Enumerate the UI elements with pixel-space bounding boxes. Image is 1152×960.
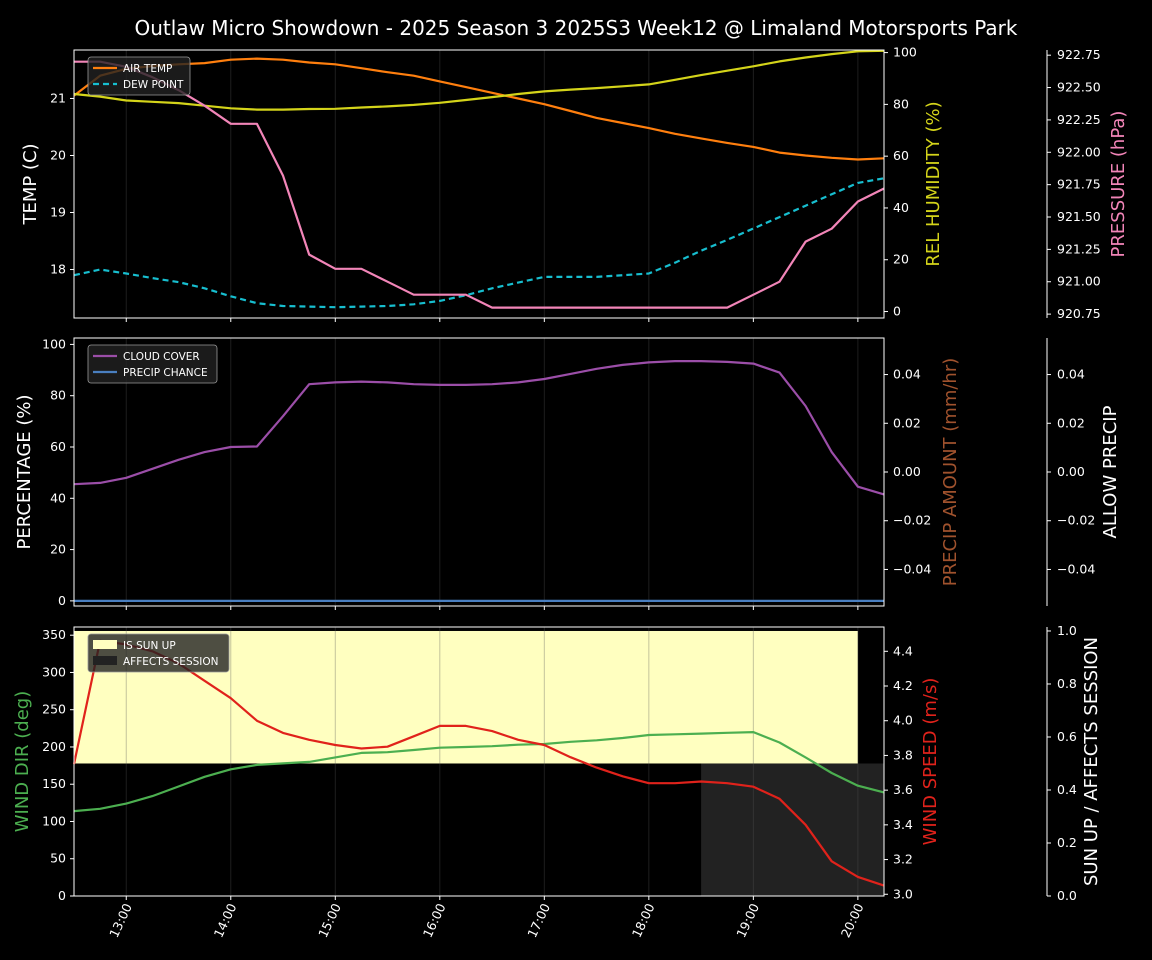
y-tick-label-right: −0.02 [893, 513, 931, 528]
y-tick-label-far-right: 921.00 [1057, 274, 1101, 289]
y-tick-label-far-right: 921.25 [1057, 241, 1101, 256]
plot-frame [73, 626, 885, 897]
y-tick-label-far-right: 0.8 [1057, 676, 1077, 691]
series-cloud [73, 360, 885, 496]
legend-box [87, 344, 218, 384]
y-tick-label-far-right: 0.6 [1057, 729, 1077, 744]
y-tick-label-left: 300 [42, 664, 66, 679]
y-tick-label-far-right: 1.0 [1057, 623, 1077, 638]
legend-label: CLOUD COVER [123, 351, 200, 363]
y-tick-label-left: 100 [42, 336, 66, 351]
legend-label: PRECIP CHANCE [123, 367, 208, 379]
y-tick-label-left: 200 [42, 739, 66, 754]
y-tick-label-far-right: 0.2 [1057, 835, 1077, 850]
panel-2: 0 20 40 60 80 100 −0.04 −0.02 0.00 0.02 0.04 −0.04 −… [14, 336, 1121, 610]
legend-box [87, 56, 191, 96]
y-tick-label-far-right: 0.04 [1057, 367, 1085, 382]
y-tick-label-right: 80 [893, 96, 909, 111]
y-tick-label-right: 3.4 [893, 817, 913, 832]
y-tick-label-far-right: 921.50 [1057, 209, 1101, 224]
legend-label: AFFECTS SESSION [123, 656, 219, 668]
y-tick-label-left: 50 [50, 851, 66, 866]
panel-3: 0 50 100 150 200 250 300 350 3.0 3.2 3.4 3.6 3.8 4.0 4… [12, 623, 1102, 940]
axis-label-far-right: SUN UP / AFFECTS SESSION [1081, 637, 1102, 886]
axis-label-left: PERCENTAGE (%) [14, 394, 35, 549]
y-tick-label-right: 0.00 [893, 464, 921, 479]
y-tick-label-left: 20 [50, 542, 66, 557]
y-tick-label-right: 40 [893, 200, 909, 215]
y-tick-label-left: 350 [42, 627, 66, 642]
chart-title: Outlaw Micro Showdown - 2025 Season 3 20… [135, 16, 1018, 40]
legend-key [93, 656, 117, 665]
legend-label: IS SUN UP [123, 640, 176, 652]
y-tick-label-right: 100 [893, 45, 917, 60]
chart-panels: 18 19 20 21 0 20 40 60 80 100 920.75 921.00 921.25 92… [12, 45, 1129, 940]
y-tick-label-left: 0 [58, 888, 66, 903]
y-tick-label-far-right: −0.02 [1057, 513, 1095, 528]
y-tick-label-far-right: 0.4 [1057, 782, 1077, 797]
axis-label-left: WIND DIR (deg) [12, 691, 33, 833]
y-tick-label-left: 150 [42, 776, 66, 791]
y-tick-label-far-right: 0.02 [1057, 415, 1085, 430]
panel-1: 18 19 20 21 0 20 40 60 80 100 920.75 921.00 921.25 92… [20, 45, 1129, 322]
plot-frame [73, 49, 885, 319]
y-tick-label-right: 3.6 [893, 782, 913, 797]
axis-label-left: TEMP (C) [20, 143, 41, 225]
axis-label-far-right: ALLOW PRECIP [1100, 405, 1121, 538]
y-tick-label-left: 20 [50, 147, 66, 162]
y-tick-label-left: 60 [50, 439, 66, 454]
series-pressure [74, 60, 885, 309]
y-tick-label-right: 4.0 [893, 713, 913, 728]
y-tick-label-far-right: 922.00 [1057, 144, 1101, 159]
y-tick-label-right: 0 [893, 304, 901, 319]
legend-box [87, 633, 230, 673]
legend-label: DEW POINT [123, 79, 184, 91]
legend-label: AIR TEMP [123, 63, 172, 75]
y-tick-label-right: 0.02 [893, 415, 921, 430]
y-tick-label-far-right: −0.04 [1057, 561, 1095, 576]
legend: IS SUN UP AFFECTS SESSION [87, 633, 230, 673]
axis-label-right: REL HUMIDITY (%) [923, 101, 944, 266]
y-tick-label-right: 3.2 [893, 852, 913, 867]
y-tick-label-right: 60 [893, 148, 909, 163]
series-wind-dir [73, 730, 885, 813]
legend: AIR TEMP DEW POINT [87, 56, 191, 96]
axis-label-far-right: PRESSURE (hPa) [1108, 111, 1129, 258]
series-dew-point [73, 177, 885, 309]
y-tick-label-right: 20 [893, 252, 909, 267]
y-tick-label-left: 100 [42, 813, 66, 828]
axis-label-right: PRECIP AMOUNT (mm/hr) [940, 358, 961, 587]
y-tick-label-right: 3.8 [893, 747, 913, 762]
y-tick-label-far-right: 922.25 [1057, 112, 1101, 127]
y-tick-label-right: 0.04 [893, 367, 921, 382]
series-air-temp [73, 57, 885, 161]
y-tick-label-right: 3.0 [893, 886, 913, 901]
y-tick-label-left: 40 [50, 490, 66, 505]
series-humidity [73, 49, 885, 111]
y-tick-label-right: 4.2 [893, 678, 913, 693]
y-tick-label-far-right: 922.50 [1057, 80, 1101, 95]
y-tick-label-far-right: 0.00 [1057, 464, 1085, 479]
y-tick-label-left: 19 [50, 205, 66, 220]
y-tick-label-left: 250 [42, 702, 66, 717]
y-tick-label-left: 21 [50, 90, 66, 105]
y-tick-label-far-right: 920.75 [1057, 306, 1101, 321]
axis-label-right: WIND SPEED (m/s) [920, 678, 941, 846]
y-tick-label-right: 4.4 [893, 643, 913, 658]
y-tick-label-far-right: 922.75 [1057, 47, 1101, 62]
y-tick-label-right: −0.04 [893, 561, 931, 576]
y-tick-label-far-right: 0.0 [1057, 888, 1077, 903]
series-wind-speed [72, 639, 885, 887]
legend-key [93, 640, 117, 649]
y-tick-label-far-right: 921.75 [1057, 177, 1101, 192]
y-tick-label-left: 80 [50, 388, 66, 403]
legend: CLOUD COVER PRECIP CHANCE [87, 344, 218, 384]
y-tick-label-left: 18 [50, 262, 66, 277]
y-tick-label-left: 0 [58, 593, 66, 608]
